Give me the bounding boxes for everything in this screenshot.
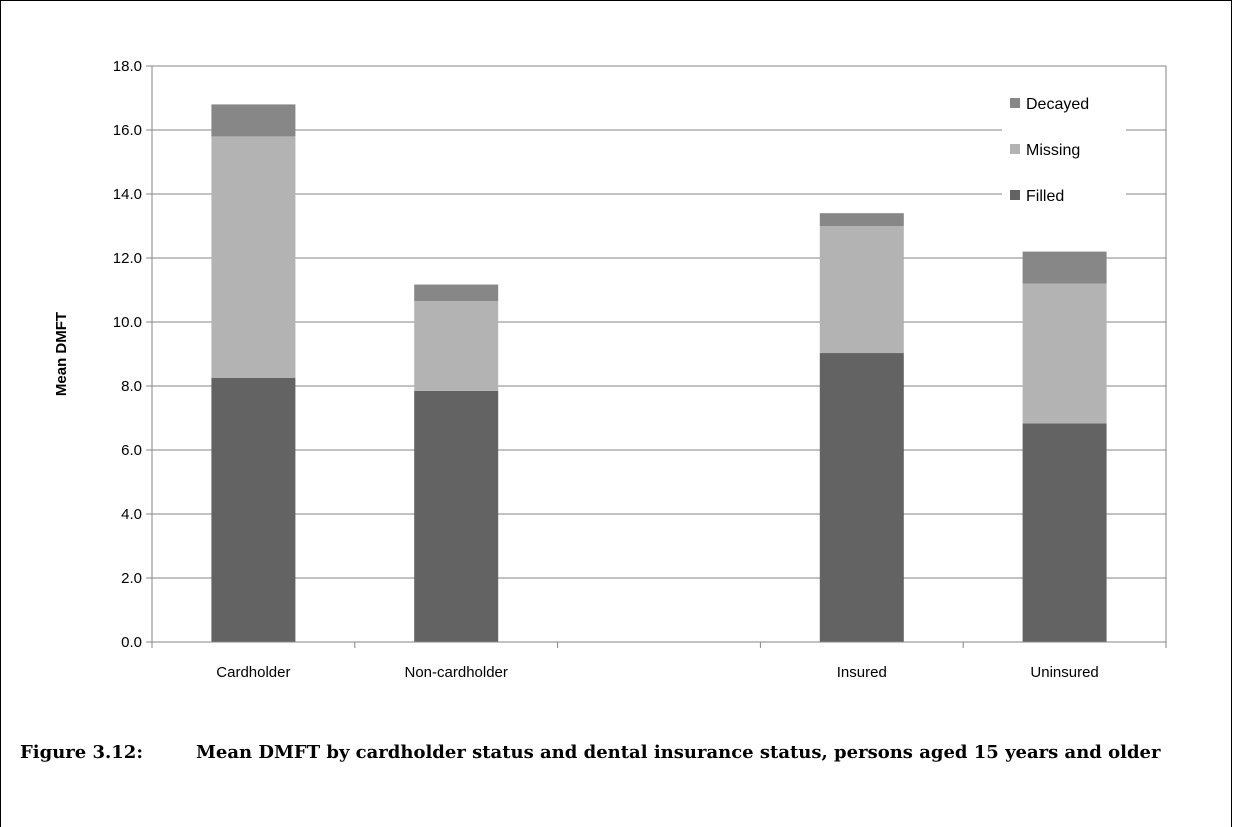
y-tick-label: 6.0: [121, 442, 142, 459]
x-tick-label: Uninsured: [1030, 664, 1098, 681]
stacked-bar-chart: 0.0 2.0 4.0 6.0 8.0 10.0 12.0 14.0 16.0 18.0 Cardh…: [53, 58, 1167, 681]
y-tick-label: 12.0: [113, 250, 142, 267]
legend: Decayed Missing Filled: [1002, 80, 1126, 214]
legend-label-decayed: Decayed: [1026, 96, 1089, 113]
y-tick-label: 8.0: [121, 378, 142, 395]
legend-label-filled: Filled: [1026, 188, 1064, 205]
bar-missing-uninsured: [1022, 283, 1107, 424]
bar-decayed-non-cardholder: [414, 284, 499, 302]
bar-decayed-uninsured: [1022, 251, 1107, 284]
bar-filled-insured: [819, 353, 904, 642]
y-tick-label: 16.0: [113, 122, 142, 139]
y-tick-label: 18.0: [113, 58, 142, 75]
y-tick-label: 14.0: [113, 186, 142, 203]
x-tick-label: Non-cardholder: [405, 664, 508, 681]
legend-swatch-missing: [1010, 144, 1020, 154]
bar-decayed-cardholder: [211, 104, 296, 137]
bar-missing-cardholder: [211, 136, 296, 378]
legend-swatch-decayed: [1010, 98, 1020, 108]
x-tick-label: Cardholder: [216, 664, 290, 681]
bar-filled-uninsured: [1022, 423, 1107, 642]
y-tick-label: 2.0: [121, 570, 142, 587]
axes: [146, 65, 1167, 648]
y-tick-label: 0.0: [121, 634, 142, 651]
caption-label: Figure 3.12:: [20, 742, 143, 763]
legend-label-missing: Missing: [1026, 142, 1080, 159]
tick-labels: 0.0 2.0 4.0 6.0 8.0 10.0 12.0 14.0 16.0 18.0 Cardh…: [113, 58, 1099, 681]
legend-swatch-filled: [1010, 190, 1020, 200]
y-axis-label: Mean DMFT: [53, 312, 70, 396]
y-tick-label: 4.0: [121, 506, 142, 523]
y-tick-label: 10.0: [113, 314, 142, 331]
bars: [211, 104, 1107, 642]
bar-filled-non-cardholder: [414, 390, 499, 642]
x-tick-label: Insured: [837, 664, 887, 681]
caption-text: Mean DMFT by cardholder status and denta…: [196, 742, 1161, 763]
bar-filled-cardholder: [211, 378, 296, 642]
bar-missing-non-cardholder: [414, 301, 499, 391]
bar-decayed-insured: [819, 213, 904, 226]
gridlines: [152, 65, 1166, 579]
bar-missing-insured: [819, 226, 904, 354]
legend-background: [1002, 80, 1126, 214]
